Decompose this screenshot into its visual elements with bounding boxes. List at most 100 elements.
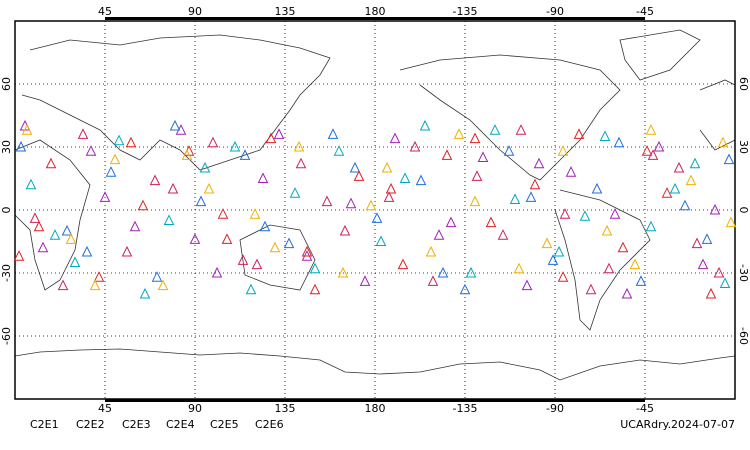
y-tick-label-right: -30 (737, 264, 750, 282)
triangle-marker (283, 237, 295, 249)
legend-entry: C2E4 (166, 418, 195, 431)
triangle-marker (203, 182, 215, 194)
y-tick-label-right: 60 (737, 77, 750, 91)
triangle-marker (459, 283, 471, 295)
triangle-marker (309, 262, 321, 274)
triangle-marker (409, 140, 421, 152)
triangle-marker (529, 178, 541, 190)
triangle-marker (381, 161, 393, 173)
triangle-marker (25, 178, 37, 190)
triangle-marker (533, 157, 545, 169)
triangle-marker (189, 233, 201, 244)
greenland (619, 29, 701, 81)
triangle-marker (169, 119, 181, 131)
triangle-marker (105, 166, 117, 177)
triangle-marker (81, 245, 93, 257)
triangle-marker (471, 170, 483, 181)
australia (239, 224, 316, 291)
x-tick-label-bottom: 45 (98, 402, 112, 415)
triangle-marker (515, 124, 527, 135)
y-tick-label-left: -60 (0, 327, 13, 345)
triangle-marker (509, 193, 521, 204)
triangle-marker (365, 199, 377, 211)
x-tick-label-top: -135 (453, 5, 478, 18)
triangle-marker (45, 157, 57, 169)
triangle-marker (327, 128, 339, 139)
triangle-marker (713, 266, 725, 278)
triangle-marker (653, 140, 665, 152)
triangle-marker (273, 128, 285, 139)
north-america (399, 54, 621, 181)
triangle-marker (121, 245, 133, 257)
x-tick-label-bottom: -90 (546, 402, 564, 415)
triangle-marker (195, 195, 207, 207)
series (13, 128, 717, 299)
triangle-marker (249, 208, 261, 219)
triangle-marker (21, 124, 33, 135)
bottom-bar (105, 399, 645, 402)
africa (14, 139, 91, 291)
triangle-marker (709, 203, 721, 215)
triangle-marker (259, 220, 271, 232)
triangle-marker (245, 283, 257, 295)
triangle-marker (237, 254, 249, 265)
x-tick-label-top: 135 (275, 5, 296, 18)
triangle-marker (415, 174, 427, 186)
y-tick-label-right: -60 (737, 327, 750, 345)
triangle-marker (503, 145, 515, 156)
triangle-marker (199, 161, 211, 173)
triangle-marker (453, 128, 465, 139)
triangle-marker (397, 258, 409, 270)
triangle-marker (309, 283, 321, 295)
x-tick-label-bottom: -45 (636, 402, 654, 415)
x-tick-label-top: 180 (365, 5, 386, 18)
triangle-marker (673, 161, 685, 173)
triangle-marker (61, 224, 73, 236)
y-tick-label-right: 30 (737, 140, 750, 154)
triangle-marker (477, 151, 489, 162)
triangle-marker (221, 233, 233, 244)
triangle-marker (137, 199, 149, 211)
triangle-marker (645, 220, 657, 232)
triangle-marker (679, 199, 691, 211)
triangle-marker (289, 187, 301, 198)
triangle-marker (99, 191, 111, 202)
triangle-marker (295, 157, 307, 169)
triangle-marker (601, 224, 613, 236)
legend-entry: C2E1 (30, 418, 59, 431)
top-bar (105, 17, 645, 20)
triangle-marker (29, 212, 41, 223)
triangle-marker (629, 258, 641, 270)
triangle-marker (603, 262, 615, 274)
triangle-marker (257, 172, 269, 183)
triangle-marker (525, 191, 537, 202)
triangle-marker (375, 235, 387, 246)
legend-entry: C2E3 (122, 418, 151, 431)
triangle-marker (181, 149, 193, 160)
triangle-marker (689, 157, 701, 169)
triangle-marker (157, 279, 169, 291)
triangle-marker (371, 212, 383, 223)
triangle-marker (337, 266, 349, 278)
triangle-marker (591, 182, 603, 194)
triangle-marker (617, 241, 629, 253)
triangle-marker (69, 256, 81, 267)
triangle-marker (485, 216, 497, 228)
x-tick-label-top: -45 (636, 5, 654, 18)
triangle-marker (113, 134, 125, 146)
triangle-marker (717, 136, 729, 148)
triangle-marker (559, 208, 571, 219)
triangle-marker (385, 182, 397, 194)
triangle-marker (353, 170, 365, 181)
triangle-marker (389, 132, 401, 144)
triangle-marker (635, 275, 647, 286)
south-america (554, 189, 651, 331)
x-tick-label-bottom: 135 (275, 402, 296, 415)
antarctica (14, 348, 736, 381)
series (21, 124, 737, 291)
triangle-marker (217, 208, 229, 219)
y-tick-label-left: 0 (0, 207, 13, 214)
triangle-marker (167, 182, 179, 194)
triangle-marker (293, 140, 305, 152)
triangle-marker (613, 136, 625, 148)
